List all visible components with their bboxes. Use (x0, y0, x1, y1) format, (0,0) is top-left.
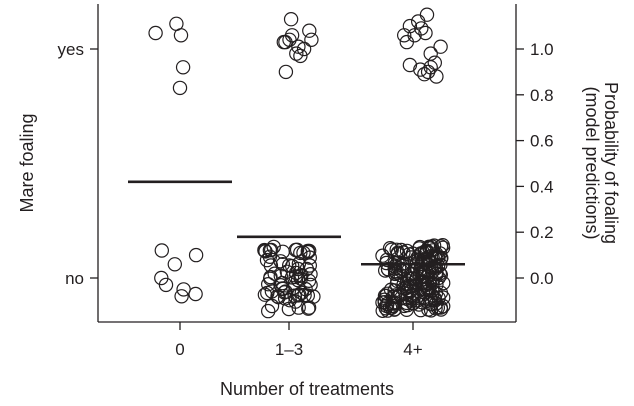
data-point (155, 244, 168, 257)
data-point (434, 40, 447, 53)
data-point (430, 70, 443, 83)
data-point (149, 26, 162, 39)
x-axis-ticks: 0 1–3 4+ (175, 322, 422, 359)
x-axis-title: Number of treatments (220, 379, 394, 399)
data-point (279, 65, 292, 78)
data-point (174, 29, 187, 42)
x-tick-label: 0 (175, 340, 184, 359)
x-tick-label: 4+ (403, 340, 422, 359)
right-axis-title-line1: Probability of foaling (601, 82, 621, 244)
data-point (190, 249, 203, 262)
data-point (420, 8, 433, 21)
data-point (403, 58, 416, 71)
data-point (168, 258, 181, 271)
data-point (285, 13, 298, 26)
x-tick-label: 1–3 (275, 340, 303, 359)
right-tick-label: 0.8 (530, 86, 554, 105)
right-tick-label: 0.2 (530, 223, 554, 242)
data-point (189, 287, 202, 300)
data-point (177, 61, 190, 74)
right-tick-label: 0.6 (530, 132, 554, 151)
data-point (305, 33, 318, 46)
left-tick-label: yes (58, 40, 84, 59)
data-point (173, 81, 186, 94)
data-point (302, 302, 315, 315)
right-axis-title-line2: (model predictions) (582, 86, 602, 239)
right-tick-label: 1.0 (530, 40, 554, 59)
data-point (303, 24, 316, 37)
right-tick-label: 0.4 (530, 177, 554, 196)
right-axis-ticks: 0.0 0.2 0.4 0.6 0.8 1.0 (516, 40, 554, 288)
left-axis-ticks: no yes (58, 40, 98, 288)
right-tick-label: 0.0 (530, 269, 554, 288)
data-points (149, 8, 450, 318)
left-tick-label: no (65, 269, 84, 288)
left-axis-title: Mare foaling (17, 113, 37, 212)
